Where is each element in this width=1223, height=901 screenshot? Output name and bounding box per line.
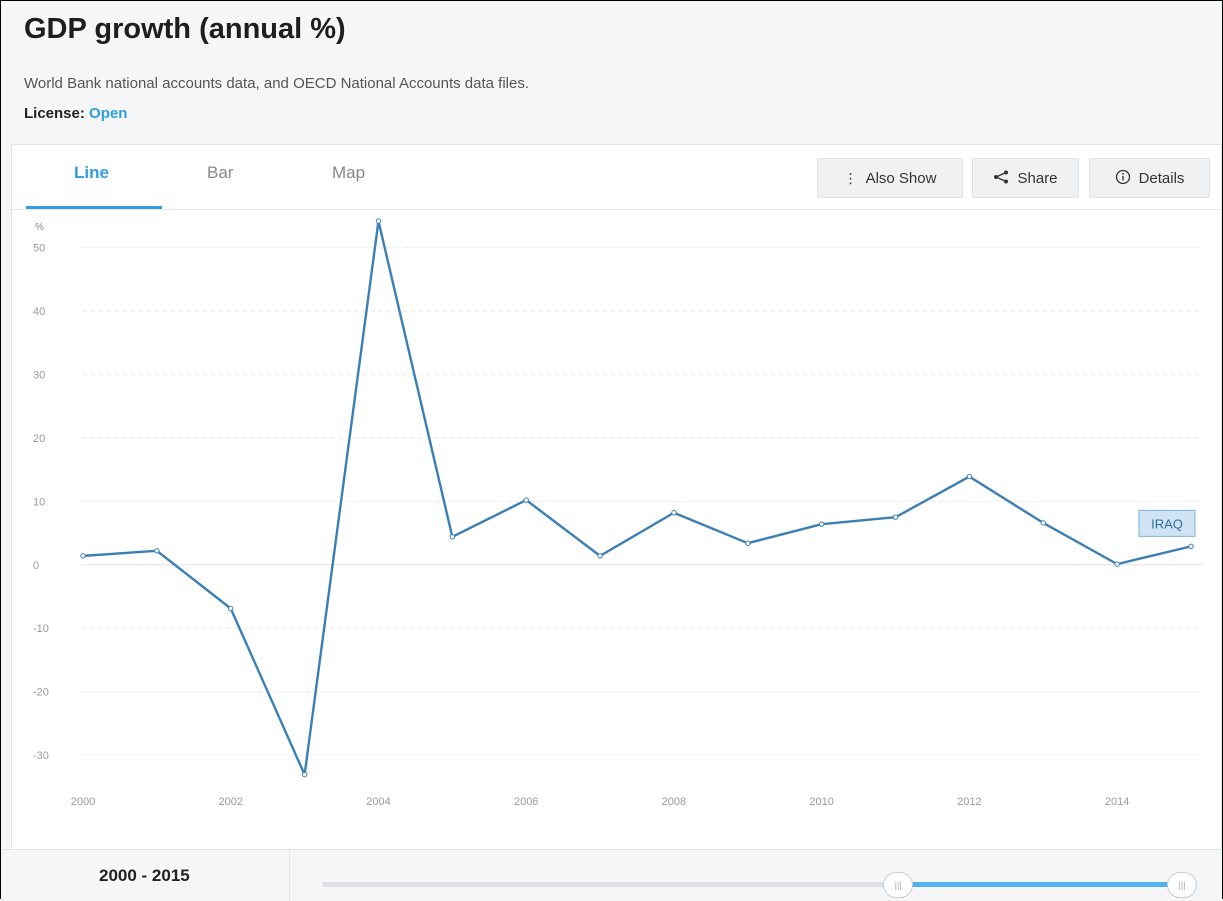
- slider-start-handle[interactable]: |||: [883, 872, 914, 898]
- slider-end-handle[interactable]: |||: [1167, 872, 1197, 898]
- x-tick-label: 2008: [662, 796, 686, 808]
- series-label-iraq: IRAQ: [1151, 516, 1183, 531]
- data-point: [1188, 543, 1194, 550]
- data-point: [745, 540, 751, 546]
- y-axis-unit-label: %: [35, 222, 44, 233]
- license-link[interactable]: Open: [89, 105, 128, 122]
- details-label: Details: [1138, 169, 1185, 187]
- series-line-iraq: [82, 219, 1192, 776]
- x-tick-label: 2006: [514, 796, 538, 808]
- x-tick-label: 2014: [1105, 796, 1129, 808]
- chart-panel: Line Bar Map ⋮ Also Show Share Details: [11, 144, 1222, 900]
- page-title: GDP growth (annual %): [24, 13, 346, 45]
- y-tick-label: 10: [33, 496, 45, 508]
- active-tab-indicator: [26, 206, 162, 209]
- info-icon: [1115, 169, 1131, 188]
- data-point: [449, 534, 456, 540]
- x-tick-label: 2010: [809, 796, 833, 808]
- tab-line[interactable]: Line: [74, 163, 109, 182]
- year-range-label: 2000 - 2015: [99, 866, 190, 885]
- data-point: [597, 553, 603, 559]
- license-line: License: Open: [24, 105, 127, 122]
- also-show-button[interactable]: ⋮ Also Show: [817, 158, 963, 198]
- data-point: [818, 521, 825, 527]
- data-point: [966, 473, 973, 480]
- more-vertical-icon: ⋮: [843, 169, 858, 186]
- also-show-label: Also Show: [865, 169, 937, 187]
- y-tick-label: -30: [33, 750, 49, 762]
- details-button[interactable]: Details: [1089, 158, 1210, 198]
- y-tick-label: 0: [33, 560, 39, 572]
- data-point: [1114, 561, 1120, 567]
- data-point: [154, 548, 160, 554]
- tab-map[interactable]: Map: [332, 163, 366, 182]
- share-label: Share: [1017, 169, 1058, 187]
- share-button[interactable]: Share: [972, 158, 1079, 198]
- license-label: License:: [24, 105, 85, 122]
- x-tick-label: 2002: [218, 796, 242, 808]
- share-icon: [993, 170, 1009, 187]
- tab-bar[interactable]: Bar: [207, 163, 234, 182]
- chart-tabs: Line Bar Map ⋮ Also Show Share Details: [12, 145, 1221, 210]
- slider-selected-range: [898, 882, 1182, 887]
- y-tick-label: 30: [33, 370, 45, 382]
- x-tick-label: 2012: [957, 796, 981, 808]
- footer-divider: [289, 850, 290, 901]
- data-point: [671, 510, 677, 516]
- data-point: [1040, 520, 1046, 526]
- data-point: [892, 514, 899, 520]
- source-note: World Bank national accounts data, and O…: [24, 75, 530, 92]
- y-tick-label: 50: [33, 243, 45, 255]
- y-tick-label: 20: [33, 433, 45, 445]
- data-point: [375, 218, 382, 224]
- x-tick-label: 2000: [71, 796, 95, 808]
- data-point: [301, 771, 308, 778]
- year-range-slider[interactable]: [322, 882, 1182, 887]
- x-tick-label: 2004: [366, 796, 390, 808]
- y-tick-label: -20: [33, 687, 49, 699]
- y-tick-label: 40: [33, 306, 45, 318]
- series-label-box: [1138, 509, 1196, 537]
- data-point: [80, 553, 86, 559]
- data-point: [523, 497, 529, 503]
- data-point: [228, 605, 234, 612]
- year-range-footer: 2000 - 2015 ||| |||: [1, 849, 1222, 901]
- y-tick-label: -10: [33, 623, 49, 635]
